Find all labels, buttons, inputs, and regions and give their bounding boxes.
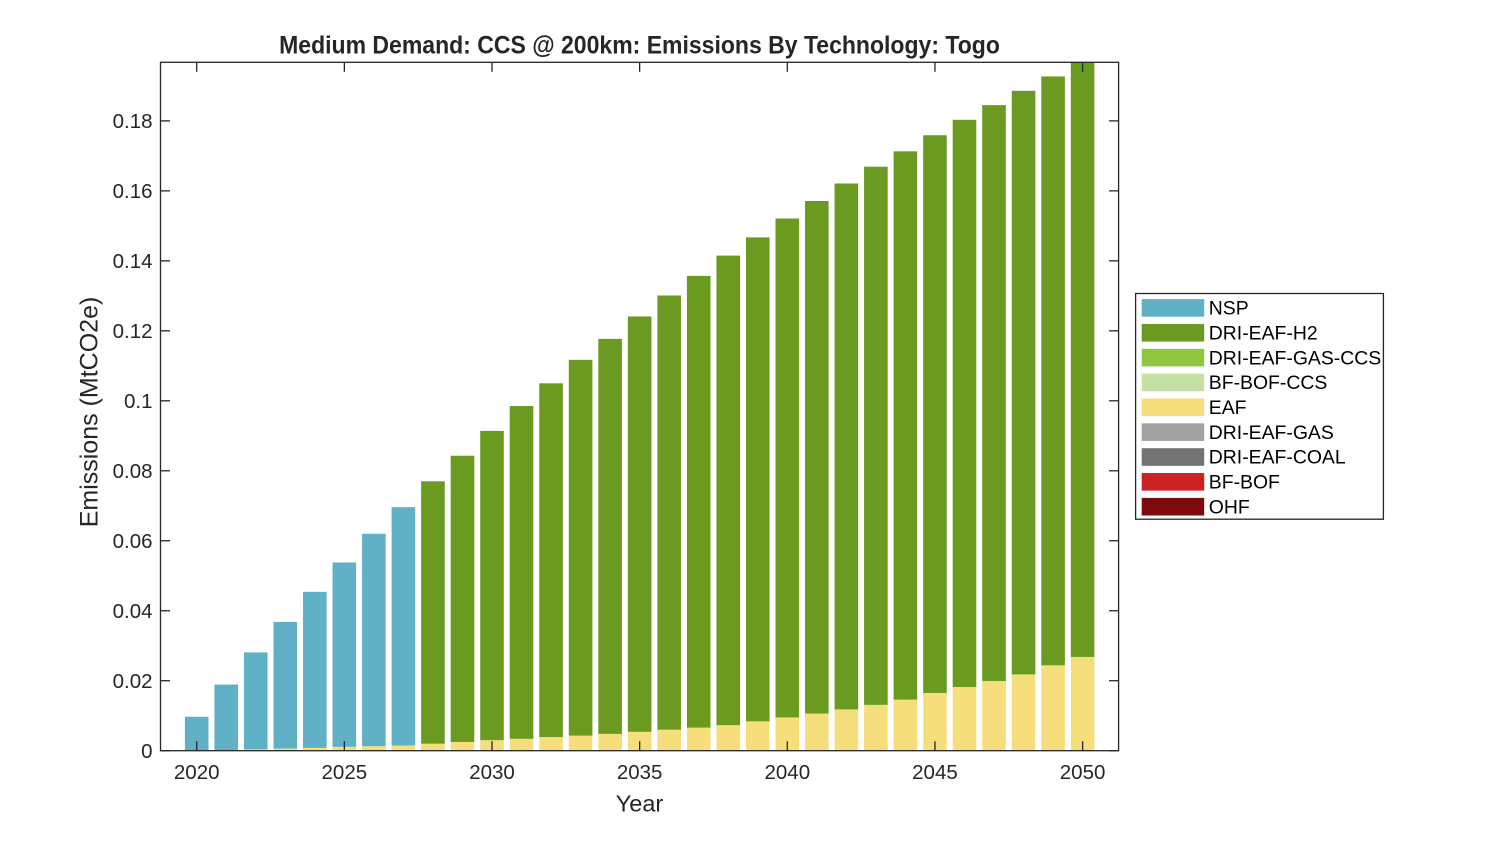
svg-text:BF-BOF-CCS: BF-BOF-CCS [1209, 372, 1328, 394]
svg-text:2040: 2040 [764, 761, 810, 784]
svg-text:0.04: 0.04 [113, 600, 153, 623]
svg-text:OHF: OHF [1209, 496, 1250, 518]
svg-text:0.16: 0.16 [113, 180, 153, 203]
svg-text:DRI-EAF-COAL: DRI-EAF-COAL [1209, 447, 1346, 469]
svg-text:BF-BOF: BF-BOF [1209, 472, 1280, 494]
svg-text:2020: 2020 [174, 761, 220, 784]
svg-text:Medium Demand: CCS @ 200km: Em: Medium Demand: CCS @ 200km: Emissions By… [279, 32, 1000, 60]
svg-text:0.12: 0.12 [113, 320, 153, 343]
svg-text:0: 0 [141, 740, 152, 763]
svg-text:0.08: 0.08 [113, 460, 153, 483]
svg-text:2045: 2045 [912, 761, 958, 784]
svg-text:DRI-EAF-GAS-CCS: DRI-EAF-GAS-CCS [1209, 347, 1381, 369]
svg-text:0.06: 0.06 [113, 530, 153, 553]
svg-text:0.18: 0.18 [113, 110, 153, 133]
svg-text:DRI-EAF-H2: DRI-EAF-H2 [1209, 322, 1318, 344]
svg-text:2035: 2035 [617, 761, 663, 784]
svg-text:2030: 2030 [469, 761, 515, 784]
svg-text:0.1: 0.1 [124, 390, 153, 413]
svg-text:2025: 2025 [322, 761, 368, 784]
svg-text:0.02: 0.02 [113, 670, 153, 693]
svg-text:NSP: NSP [1209, 298, 1249, 320]
svg-text:DRI-EAF-GAS: DRI-EAF-GAS [1209, 422, 1334, 444]
svg-text:0.14: 0.14 [113, 250, 153, 273]
svg-text:Year: Year [616, 791, 664, 817]
svg-text:Emissions (MtCO2e): Emissions (MtCO2e) [76, 297, 104, 528]
svg-text:2050: 2050 [1060, 761, 1106, 784]
svg-text:EAF: EAF [1209, 397, 1247, 419]
